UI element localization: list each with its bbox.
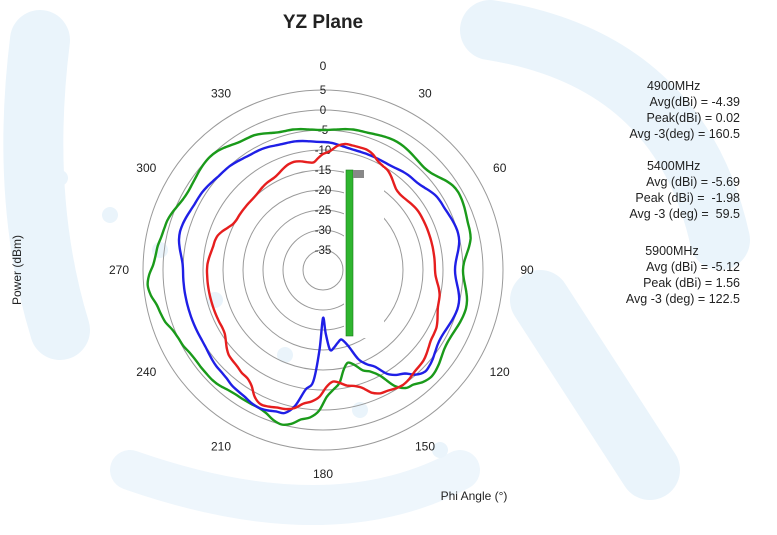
series-line-1 bbox=[146, 127, 472, 426]
radial-tick-labels: 50-5-10-15-20-25-30-35 bbox=[315, 85, 332, 257]
watermark-dot bbox=[52, 170, 68, 186]
grid-ring bbox=[222, 169, 424, 371]
angle-tick-label: 150 bbox=[415, 440, 435, 454]
angle-tick-label: 210 bbox=[211, 440, 231, 454]
grid-ring bbox=[302, 249, 344, 291]
series-group bbox=[146, 127, 472, 426]
radial-tick-label: -30 bbox=[315, 225, 332, 237]
radial-tick-label: -15 bbox=[315, 165, 332, 177]
watermark-dot bbox=[102, 207, 118, 223]
annotation-line: Avg (dBi) = -5.69 bbox=[646, 175, 740, 189]
legend-bar bbox=[344, 168, 384, 338]
radial-tick-label: 0 bbox=[320, 105, 326, 117]
annotation-line: Avg -3 (deg) = 122.5 bbox=[625, 292, 740, 306]
watermark-stroke bbox=[110, 450, 480, 525]
annotation-line: Peak(dBi) = 0.02 bbox=[646, 111, 740, 125]
watermark-dot bbox=[277, 347, 293, 363]
angle-tick-label: 90 bbox=[520, 263, 534, 277]
polar-grid bbox=[142, 89, 504, 451]
series-line-3 bbox=[205, 142, 441, 411]
watermark-dot bbox=[352, 402, 368, 418]
angle-tick-label: 300 bbox=[136, 161, 156, 175]
angle-tick-label: 60 bbox=[493, 161, 507, 175]
annotation-line: Avg -3 (deg) = 59.5 bbox=[629, 207, 740, 221]
radial-tick-label: -20 bbox=[315, 185, 332, 197]
annotation-line: Avg -3(deg) = 160.5 bbox=[629, 127, 740, 141]
grid-ring bbox=[242, 189, 404, 351]
annotation-frequency: 4900MHz bbox=[646, 79, 701, 93]
chart-title: YZ Plane bbox=[283, 12, 363, 33]
angle-tick-label: 270 bbox=[109, 263, 129, 277]
radial-tick-label: 5 bbox=[320, 85, 326, 97]
radial-tick-label: -35 bbox=[315, 245, 332, 257]
radial-tick-label: -10 bbox=[315, 145, 332, 157]
angle-tick-label: 0 bbox=[320, 59, 327, 73]
angle-tick-label: 240 bbox=[136, 365, 156, 379]
watermark-dot bbox=[432, 442, 448, 458]
legend-swatch-gray bbox=[353, 170, 364, 178]
watermark-stroke bbox=[510, 270, 680, 500]
y-axis-label: Power (dBm) bbox=[10, 235, 24, 305]
annotation-line: Peak (dBi) = -1.98 bbox=[635, 191, 740, 205]
annotation-line: Peak (dBi) = 1.56 bbox=[643, 276, 740, 290]
annotation-line: Avg(dBi) = -4.39 bbox=[649, 95, 740, 109]
watermark-stroke bbox=[460, 0, 750, 270]
angle-tick-label: 120 bbox=[490, 365, 510, 379]
annotation-block: 4900MHz Avg(dBi) = -4.39 Peak(dBi) = 0.02 A… bbox=[629, 78, 740, 142]
annotation-frequency: 5900MHz bbox=[645, 244, 699, 258]
grid-ring bbox=[162, 109, 484, 431]
watermark-stroke bbox=[3, 10, 90, 360]
radial-tick-label: -25 bbox=[315, 205, 332, 217]
angle-tick-label: 330 bbox=[211, 86, 231, 100]
series-line-2 bbox=[177, 139, 461, 415]
annotation-frequency: 5400MHz bbox=[646, 159, 701, 173]
angle-tick-labels: 0 30 60 90 120 150 180 210 240 270 300 330 bbox=[109, 59, 534, 481]
legend-swatch-green bbox=[345, 169, 354, 337]
watermark-logo bbox=[3, 0, 750, 525]
annotation-block: 5900MHz Avg (dBi) = -5.12 Peak (dBi) = 1.5… bbox=[626, 243, 740, 307]
grid-ring bbox=[142, 89, 504, 451]
x-axis-label: Phi Angle (°) bbox=[441, 489, 508, 503]
annotation-line: Avg (dBi) = -5.12 bbox=[646, 260, 740, 274]
annotation-block: 5400MHz Avg (dBi) = -5.69 Peak (dBi) = -1.… bbox=[629, 158, 740, 222]
angle-tick-label: 180 bbox=[313, 467, 333, 481]
angle-tick-label: 30 bbox=[418, 86, 432, 100]
